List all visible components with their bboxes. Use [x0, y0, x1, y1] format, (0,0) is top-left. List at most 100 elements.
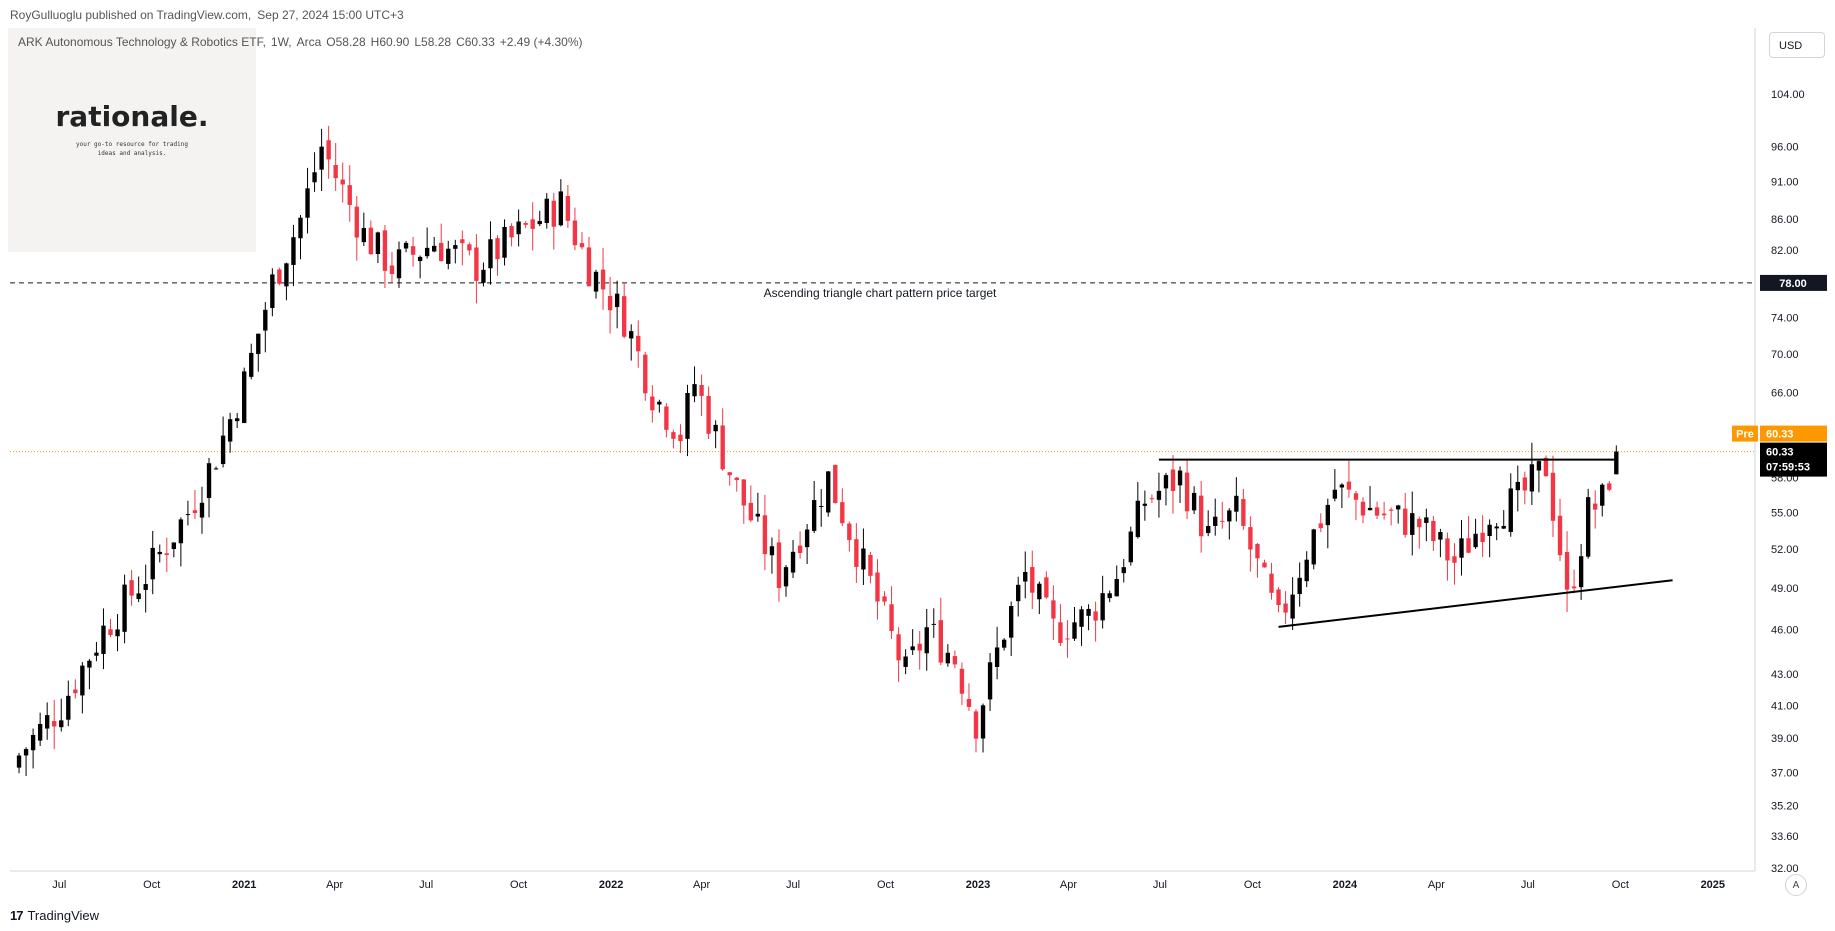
y-tick-label: 35.20: [1771, 800, 1799, 812]
candle-body: [157, 551, 162, 555]
candle-body: [1593, 503, 1598, 510]
candle-body: [80, 665, 85, 696]
candle-body: [460, 239, 465, 244]
candle-body: [143, 584, 148, 590]
candle-body: [1135, 500, 1141, 538]
candle-body: [776, 542, 782, 589]
candle-body: [263, 309, 268, 331]
candle-body: [544, 198, 549, 223]
candle-body: [1107, 593, 1112, 599]
candle-body: [1255, 543, 1260, 559]
x-tick-label: Jul: [1521, 879, 1535, 891]
candle-body: [37, 724, 43, 741]
candle-body: [614, 293, 620, 307]
support-trendline[interactable]: [1278, 579, 1673, 628]
interval[interactable]: 1W,: [270, 35, 292, 49]
publisher-text: RoyGulluoglu published on TradingView.co…: [10, 8, 252, 22]
candle-body: [1346, 481, 1352, 490]
candle-body: [150, 547, 155, 580]
candle-body: [284, 263, 289, 287]
candle-body: [453, 245, 458, 249]
candle-body: [1403, 508, 1408, 535]
candle-body: [333, 165, 338, 179]
candle-body: [1290, 594, 1295, 619]
tradingview-mark-icon: 17: [10, 908, 24, 923]
candle-body: [1614, 451, 1619, 475]
candle-body: [621, 296, 627, 337]
tradingview-logo[interactable]: 17 TradingView: [10, 908, 99, 923]
candle-body: [164, 553, 169, 555]
candle-body: [826, 471, 831, 513]
candle-body: [1438, 532, 1443, 540]
candle-body: [987, 662, 993, 700]
candle-body: [326, 140, 331, 160]
x-tick-label: Jul: [786, 879, 800, 891]
candle-body: [1030, 567, 1035, 593]
symbol-name[interactable]: ARK Autonomous Technology & Robotics ETF…: [18, 35, 266, 49]
x-tick-label: Apr: [693, 879, 710, 891]
candle-body: [586, 247, 592, 287]
candle-body: [1079, 609, 1084, 627]
candle-body: [66, 695, 71, 720]
candle-body: [1452, 556, 1457, 563]
candle-body: [593, 271, 599, 292]
candle-body: [1501, 525, 1506, 529]
candle-body: [1600, 484, 1605, 506]
candle-body: [840, 502, 845, 524]
candle-body: [734, 477, 739, 481]
candle-body: [903, 656, 908, 667]
candle-body: [994, 647, 1000, 667]
x-tick-label: Oct: [143, 879, 160, 891]
x-tick-label: Jul: [1153, 879, 1167, 891]
candle-body: [910, 646, 915, 651]
candle-body: [945, 652, 951, 664]
x-tick-label: Apr: [1060, 879, 1077, 891]
candle-body: [1494, 526, 1499, 529]
auto-scale-button[interactable]: A: [1785, 874, 1807, 896]
candle-body: [277, 269, 282, 284]
candle-body: [1198, 495, 1204, 537]
open-value: O58.28: [326, 35, 366, 49]
candle-body: [1213, 516, 1218, 526]
candle-body: [706, 395, 711, 434]
y-tick-label: 74.00: [1771, 312, 1799, 324]
candle-body: [206, 463, 212, 498]
candle-body: [924, 627, 929, 654]
y-tick-label: 96.00: [1771, 142, 1799, 154]
candle-body: [692, 384, 697, 397]
candle-body: [1424, 517, 1429, 523]
publish-info: RoyGulluoglu published on TradingView.co…: [10, 8, 410, 22]
high-value: H60.90: [370, 35, 410, 49]
candle-body: [389, 265, 395, 275]
y-tick-label: 37.00: [1771, 768, 1799, 780]
candle-body: [256, 333, 261, 355]
candle-body: [439, 242, 444, 261]
candle-body: [1445, 538, 1450, 561]
candle-body: [1044, 577, 1049, 598]
candle-body: [305, 188, 310, 218]
tradingview-brand: TradingView: [27, 908, 100, 923]
symbol-legend: ARK Autonomous Technology & Robotics ETF…: [18, 35, 588, 49]
candle-body: [1037, 583, 1042, 600]
candle-body: [790, 551, 796, 573]
x-tick-label: Oct: [510, 879, 527, 891]
candle-body: [607, 295, 613, 311]
candle-body: [748, 502, 754, 521]
candle-body: [636, 335, 641, 352]
candle-body: [1557, 515, 1563, 556]
currency-selector[interactable]: USD: [1769, 32, 1825, 58]
candle-body: [270, 274, 275, 308]
candle-body: [319, 146, 324, 170]
candle-body: [551, 200, 556, 227]
candle-body: [1395, 505, 1401, 510]
candle-body: [1571, 586, 1577, 589]
candle-body: [572, 220, 578, 246]
y-tick-label: 33.60: [1771, 831, 1799, 843]
candle-body: [1093, 611, 1098, 621]
candle-body: [671, 432, 676, 439]
candle-body: [1578, 556, 1584, 588]
candle-body: [1360, 501, 1366, 516]
candle-body: [530, 219, 535, 229]
candle-body: [558, 191, 564, 226]
